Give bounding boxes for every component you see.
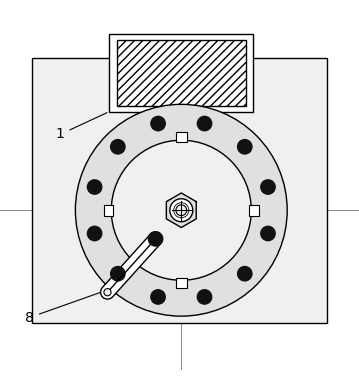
- Polygon shape: [166, 193, 196, 227]
- Circle shape: [238, 267, 252, 281]
- Circle shape: [238, 139, 252, 154]
- Circle shape: [261, 180, 275, 194]
- Circle shape: [261, 226, 275, 241]
- Bar: [250, 205, 259, 216]
- Circle shape: [104, 289, 111, 296]
- Bar: [176, 133, 187, 142]
- Bar: [103, 205, 113, 216]
- Circle shape: [88, 180, 102, 194]
- Circle shape: [88, 226, 102, 241]
- Bar: [32, 58, 327, 323]
- Circle shape: [148, 232, 163, 246]
- Bar: [109, 34, 253, 112]
- Circle shape: [75, 104, 287, 316]
- Text: 1: 1: [56, 113, 107, 141]
- Circle shape: [111, 139, 125, 154]
- Circle shape: [176, 205, 187, 216]
- Circle shape: [170, 199, 193, 222]
- Circle shape: [111, 267, 125, 281]
- Text: 8: 8: [25, 290, 108, 325]
- Circle shape: [111, 140, 251, 280]
- Circle shape: [151, 290, 165, 304]
- Bar: [117, 40, 246, 106]
- Circle shape: [197, 116, 212, 131]
- Bar: [176, 278, 187, 288]
- Circle shape: [151, 116, 165, 131]
- Circle shape: [197, 290, 212, 304]
